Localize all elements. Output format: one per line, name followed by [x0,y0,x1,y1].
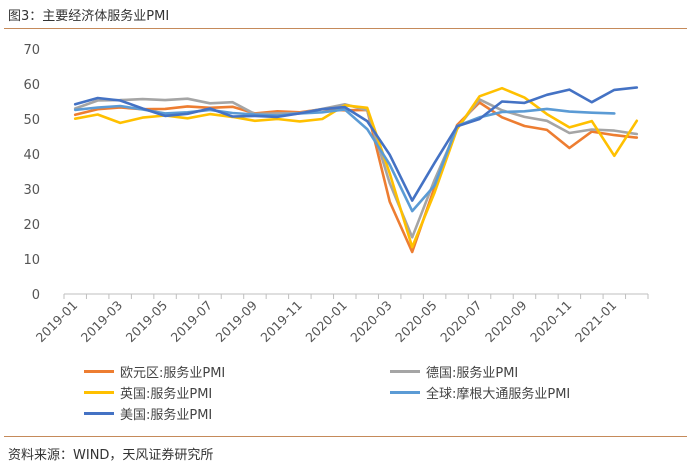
series-line-0 [73,101,639,254]
legend-swatch [84,391,114,394]
y-tick-label: 50 [23,113,40,128]
legend-label: 全球:摩根大通服务业PMI [426,387,571,402]
y-axis: 0 10 20 30 40 50 60 70 [23,43,40,303]
series-line-3 [73,104,616,213]
x-tick-label: 2019-03 [78,298,126,346]
y-tick-label: 20 [23,218,40,233]
legend-swatch [390,370,420,373]
x-tick-label: 2019-07 [168,298,216,346]
x-tick-label: 2020-01 [302,298,350,346]
source-note: 资料来源：WIND，天风证券研究所 [8,448,214,463]
x-tick-label: 2019-11 [257,298,305,346]
x-tick-label: 2020-07 [437,298,485,346]
top-rule [4,28,687,29]
legend-label: 德国:服务业PMI [426,366,519,381]
x-tick-label: 2019-09 [213,297,261,345]
legend-label: 美国:服务业PMI [120,408,213,423]
series-lines [73,86,639,254]
y-tick-label: 10 [23,253,40,268]
y-tick-label: 70 [23,43,40,58]
x-tick-label: 2021-01 [572,298,620,346]
legend-swatch [84,412,114,415]
y-tick-label: 0 [32,288,40,303]
legend-swatch [390,391,420,394]
x-tick-label: 2019-05 [123,298,171,346]
x-axis: 2019-012019-032019-052019-072019-092019-… [33,293,649,346]
legend-swatch [84,370,114,373]
x-tick-label: 2020-03 [347,298,395,346]
figure-title: 图3：主要经济体服务业PMI [8,9,170,24]
bottom-rule [4,436,687,437]
x-tick-label: 2020-05 [392,298,440,346]
series-line-4 [73,86,639,202]
x-tick-label: 2020-09 [482,297,530,345]
y-tick-label: 60 [23,78,40,93]
y-tick-label: 30 [23,183,40,198]
x-tick-label: 2019-01 [33,298,81,346]
legend-label: 欧元区:服务业PMI [120,366,226,381]
chart-legend: 欧元区:服务业PMI 德国:服务业PMI 英国:服务业PMI 全球:摩根大通服务业PM… [0,360,692,430]
y-tick-label: 40 [23,148,40,163]
legend-label: 英国:服务业PMI [120,387,213,402]
x-tick-label: 2020-11 [527,298,575,346]
